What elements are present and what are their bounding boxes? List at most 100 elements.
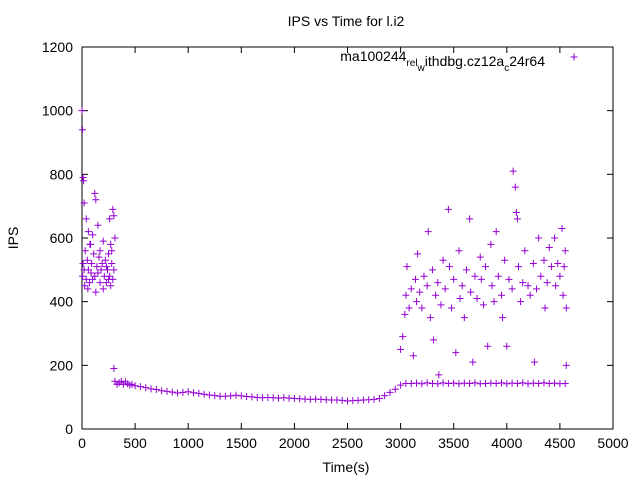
y-tick-label: 1000 [42, 103, 73, 119]
data-point [477, 275, 485, 283]
data-point [418, 380, 426, 388]
data-point [179, 388, 187, 396]
data-point [471, 379, 479, 387]
data-point [430, 336, 438, 344]
data-point [79, 126, 87, 134]
data-point [448, 304, 456, 312]
y-tick-label: 800 [50, 166, 74, 182]
data-point [469, 358, 477, 366]
data-point [511, 183, 519, 191]
data-point [497, 379, 505, 387]
data-point [110, 212, 118, 220]
data-point [535, 379, 543, 387]
data-point [81, 247, 89, 255]
data-point [89, 231, 97, 239]
data-point [513, 215, 521, 223]
data-point [488, 282, 496, 290]
data-point [102, 279, 110, 287]
data-point [439, 379, 447, 387]
data-point [533, 285, 541, 293]
data-point [102, 263, 110, 271]
data-point [540, 379, 548, 387]
data-point [554, 259, 562, 267]
data-point [411, 275, 419, 283]
data-point [452, 349, 460, 357]
data-point [232, 391, 240, 399]
data-point [450, 275, 458, 283]
data-point [503, 342, 511, 350]
data-point [237, 392, 245, 400]
data-point [423, 379, 431, 387]
data-point [524, 282, 532, 290]
x-tick-label: 2000 [279, 435, 310, 451]
data-point [466, 215, 474, 223]
y-tick-label: 200 [50, 357, 74, 373]
data-point [103, 266, 111, 274]
plot-frame [81, 46, 614, 430]
data-point [418, 304, 426, 312]
data-point [168, 388, 176, 396]
data-point [503, 380, 511, 388]
data-point [375, 394, 383, 402]
data-point [484, 342, 492, 350]
data-point [492, 228, 500, 236]
data-point [107, 282, 115, 290]
x-axis: 0 500 1000 1500 2000 2500 3000 3500 4000 4500 5000 [78, 47, 629, 451]
data-point [501, 256, 509, 264]
data-point [401, 310, 409, 318]
data-point [105, 250, 113, 258]
data-point [490, 298, 498, 306]
data-point [537, 272, 545, 280]
data-point [85, 279, 93, 287]
data-point [91, 189, 99, 197]
data-point [97, 266, 105, 274]
data-point [108, 259, 116, 267]
data-point [98, 259, 106, 267]
data-point [136, 383, 144, 391]
data-point [407, 285, 415, 293]
data-point [499, 314, 507, 322]
data-point [517, 298, 525, 306]
x-tick-label: 2500 [332, 435, 363, 451]
data-point [158, 387, 166, 395]
data-point [424, 228, 432, 236]
y-tick-label: 400 [50, 294, 74, 310]
data-point [106, 272, 114, 280]
data-point [467, 288, 475, 296]
data-point [556, 272, 564, 280]
data-point [524, 380, 532, 388]
data-point [200, 390, 208, 398]
data-point [205, 391, 213, 399]
data-point [466, 379, 474, 387]
data-point [109, 205, 117, 213]
data-point [494, 272, 502, 280]
data-point [163, 387, 171, 395]
x-tick-label: 3500 [438, 435, 469, 451]
data-point [174, 389, 182, 397]
data-point [405, 304, 413, 312]
data-point [526, 291, 534, 299]
data-point [561, 247, 569, 255]
data-point [497, 291, 505, 299]
data-point [99, 285, 107, 293]
data-point [434, 380, 442, 388]
data-point [482, 263, 490, 271]
data-point [559, 291, 567, 299]
data-point [84, 285, 92, 293]
data-point [460, 314, 468, 322]
data-point [93, 263, 101, 271]
data-point [111, 234, 119, 242]
data-point [96, 247, 104, 255]
data-point [530, 358, 538, 366]
data-point [479, 301, 487, 309]
data-point [473, 294, 481, 302]
data-point [128, 380, 136, 388]
data-point [551, 234, 559, 242]
data-point [92, 288, 100, 296]
data-point [88, 259, 96, 267]
data-point [94, 221, 102, 229]
data-point [91, 272, 99, 280]
data-point [551, 379, 559, 387]
data-point [80, 199, 88, 207]
